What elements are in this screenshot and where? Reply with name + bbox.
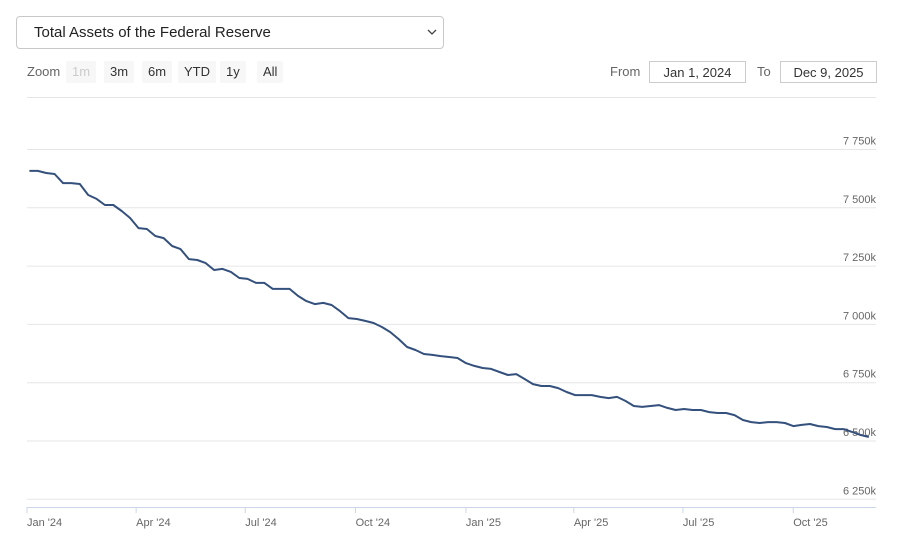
series-line (29, 169, 870, 438)
from-label: From (610, 64, 641, 79)
y-tick-label: 7 250k (843, 252, 877, 264)
x-tick-label: Apr '24 (136, 517, 171, 529)
x-tick-label: Jul '24 (245, 517, 276, 529)
to-input[interactable]: Dec 9, 2025 (780, 61, 877, 83)
zoom-button[interactable]: All (257, 61, 284, 83)
zoom-button[interactable]: 6m (142, 61, 173, 83)
x-tick-label: Oct '25 (793, 517, 828, 529)
x-tick-label: Apr '25 (574, 517, 609, 529)
select-label: Total Assets of the Federal Reserve (34, 24, 271, 41)
series-select[interactable]: Total Assets of the Federal Reserve (16, 16, 444, 49)
zoom-button[interactable]: YTD (178, 61, 216, 83)
y-tick-label: 7 500k (843, 194, 877, 206)
zoom-button[interactable]: 1m (66, 61, 97, 83)
zoom-button[interactable]: 1y (220, 61, 246, 83)
from-input[interactable]: Jan 1, 2024 (649, 61, 746, 83)
y-tick-label: 6 750k (843, 369, 877, 381)
zoom-label: Zoom (27, 64, 61, 79)
y-tick-label: 7 000k (843, 310, 877, 322)
x-tick-label: Jan '25 (466, 517, 501, 529)
zoom-button[interactable]: 3m (104, 61, 135, 83)
y-tick-label: 6 500k (843, 427, 877, 439)
y-tick-label: 7 750k (843, 135, 877, 147)
x-tick-label: Oct '24 (356, 517, 391, 529)
x-tick-label: Jan '24 (27, 517, 62, 529)
y-tick-label: 6 250k (843, 485, 877, 497)
to-label: To (757, 64, 771, 79)
x-tick-label: Jul '25 (683, 517, 714, 529)
select-arrow (427, 29, 437, 35)
